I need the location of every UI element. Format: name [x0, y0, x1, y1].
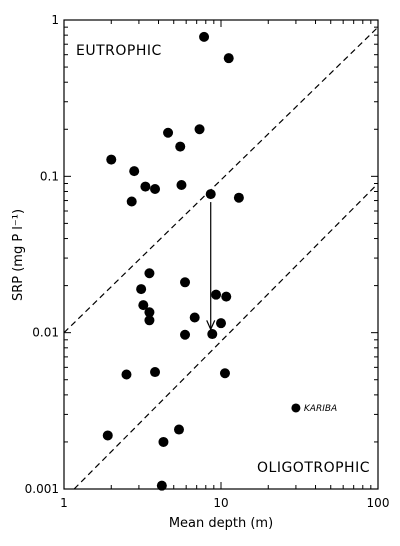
- data-point: [156, 480, 167, 491]
- data-point: [144, 315, 155, 326]
- data-point: [126, 196, 137, 207]
- data-point: [138, 300, 149, 311]
- data-point: [150, 183, 161, 194]
- x-axis-title: Mean depth (m): [169, 516, 273, 531]
- data-point: [121, 369, 132, 380]
- data-point: [189, 312, 200, 323]
- data-point: [175, 141, 186, 152]
- oligotrophic-label: OLIGOTROPHIC: [257, 460, 370, 476]
- data-point: [194, 124, 205, 135]
- data-point: [150, 367, 161, 378]
- change-arrow: [206, 202, 216, 331]
- tick-labels: 0.001 0.01 0.1 1 1 10 100: [25, 13, 390, 510]
- y-tick-label: 1: [51, 13, 59, 27]
- data-point: [140, 181, 151, 192]
- data-point: [233, 192, 244, 203]
- data-point: [221, 291, 232, 302]
- x-tick-label: 10: [213, 496, 228, 510]
- y-tick-label: 0.001: [25, 482, 59, 496]
- data-point: [207, 329, 218, 340]
- data-point: [223, 53, 234, 64]
- data-point: [163, 127, 174, 138]
- data-points: KARIBA: [102, 31, 337, 491]
- point-label: KARIBA: [304, 404, 337, 414]
- data-point: [199, 31, 210, 42]
- dashed-boundary-line: [64, 26, 378, 334]
- data-point: [180, 277, 191, 288]
- data-point: [219, 368, 230, 379]
- y-tick-label: 0.01: [32, 326, 59, 340]
- data-point: [180, 329, 191, 340]
- data-point: [102, 430, 113, 441]
- data-point: [216, 318, 226, 329]
- plot-frame: [63, 19, 379, 490]
- data-point: [144, 268, 155, 279]
- data-point: [136, 284, 147, 295]
- data-point: [211, 289, 222, 300]
- data-point: [129, 166, 140, 177]
- data-point: [173, 424, 184, 435]
- y-tick-label: 0.1: [40, 169, 59, 183]
- tick-marks: [63, 19, 379, 490]
- dashed-boundary-line: [73, 183, 378, 489]
- data-point: [205, 189, 216, 200]
- data-point: [144, 307, 155, 318]
- x-tick-label: 1: [60, 496, 68, 510]
- x-tick-label: 100: [367, 496, 390, 510]
- reference-lines: [64, 26, 378, 489]
- y-axis-title: SRP (mg P l⁻¹): [11, 209, 26, 301]
- eutrophic-label: EUTROPHIC: [76, 43, 162, 59]
- data-point: [176, 180, 187, 191]
- data-point: [158, 436, 169, 447]
- labeled-data-point: [291, 403, 301, 413]
- data-point: [106, 154, 117, 165]
